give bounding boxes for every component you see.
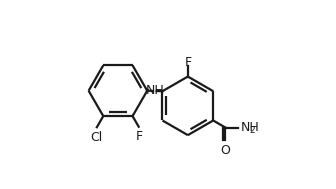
Text: F: F bbox=[184, 56, 192, 69]
Text: 2: 2 bbox=[250, 126, 255, 136]
Text: O: O bbox=[220, 144, 230, 157]
Text: NH: NH bbox=[241, 121, 259, 134]
Text: F: F bbox=[136, 130, 143, 143]
Text: Cl: Cl bbox=[90, 131, 102, 144]
Text: NH: NH bbox=[145, 84, 164, 97]
